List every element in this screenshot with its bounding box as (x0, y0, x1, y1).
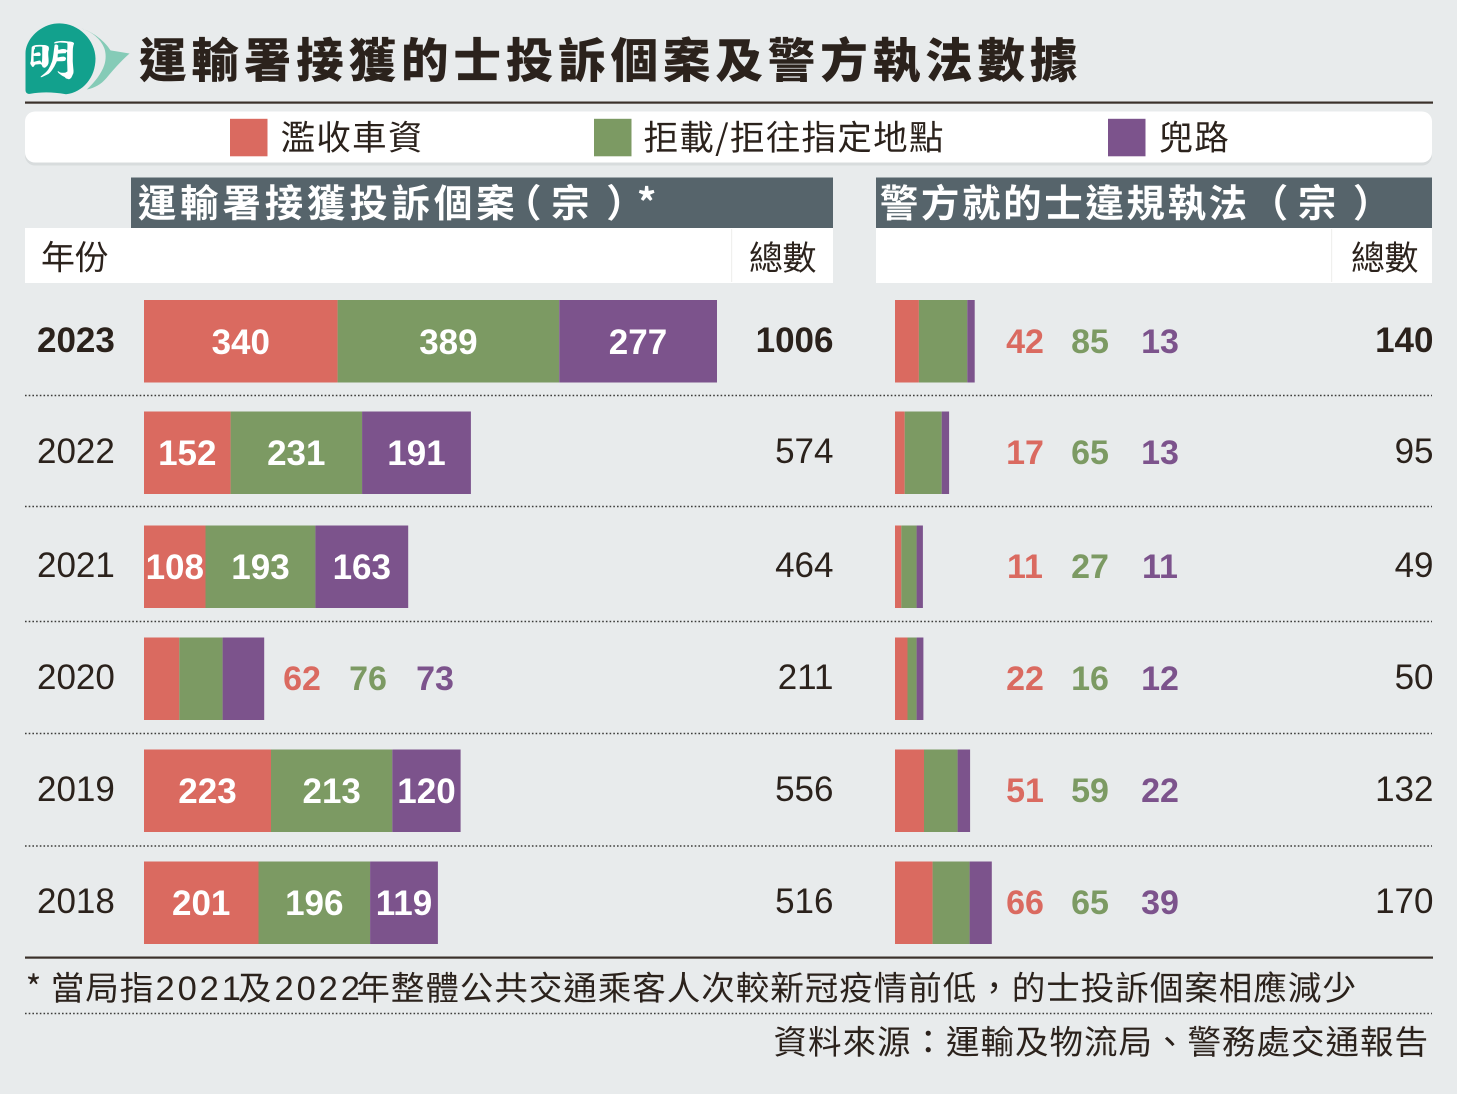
svg-text:163: 163 (333, 548, 391, 587)
svg-text:49: 49 (1395, 546, 1434, 585)
svg-text:2018: 2018 (37, 882, 115, 921)
svg-text:211: 211 (778, 658, 834, 697)
svg-text:120: 120 (397, 772, 455, 811)
svg-text:277: 277 (609, 323, 667, 362)
svg-text:62: 62 (283, 660, 321, 698)
svg-text:39: 39 (1141, 884, 1179, 922)
svg-text:464: 464 (775, 546, 833, 585)
svg-text:2022: 2022 (37, 432, 115, 471)
svg-text:574: 574 (775, 432, 833, 471)
svg-text:66: 66 (1006, 884, 1044, 922)
svg-text:389: 389 (419, 323, 477, 362)
svg-text:17: 17 (1006, 434, 1044, 472)
svg-text:73: 73 (416, 660, 454, 698)
svg-text:201: 201 (172, 884, 230, 923)
svg-text:132: 132 (1375, 770, 1433, 809)
svg-text:22: 22 (1141, 772, 1179, 810)
svg-text:516: 516 (775, 882, 833, 921)
svg-text:65: 65 (1071, 434, 1109, 472)
svg-text:13: 13 (1141, 323, 1179, 361)
svg-text:556: 556 (775, 770, 833, 809)
svg-text:2023: 2023 (37, 321, 115, 360)
svg-text:340: 340 (212, 323, 270, 362)
svg-text:2021: 2021 (37, 546, 115, 585)
svg-text:140: 140 (1375, 321, 1433, 360)
svg-text:85: 85 (1071, 323, 1109, 361)
svg-text:152: 152 (158, 434, 216, 473)
svg-text:16: 16 (1071, 660, 1109, 698)
svg-text:191: 191 (387, 434, 445, 473)
svg-text:196: 196 (285, 884, 343, 923)
svg-text:76: 76 (349, 660, 387, 698)
svg-text:51: 51 (1006, 772, 1044, 810)
svg-text:11: 11 (1007, 548, 1043, 586)
svg-text:27: 27 (1071, 548, 1109, 586)
svg-text:119: 119 (376, 884, 432, 923)
svg-text:108: 108 (146, 548, 204, 587)
svg-text:2019: 2019 (37, 770, 115, 809)
svg-text:65: 65 (1071, 884, 1109, 922)
svg-text:231: 231 (267, 434, 325, 473)
svg-text:11: 11 (1142, 548, 1178, 586)
svg-text:42: 42 (1006, 323, 1044, 361)
svg-text:213: 213 (302, 772, 360, 811)
svg-text:2020: 2020 (37, 658, 115, 697)
svg-text:2021: 2021 (156, 970, 244, 1008)
svg-text:223: 223 (178, 772, 236, 811)
svg-text:13: 13 (1141, 434, 1179, 472)
svg-text:95: 95 (1395, 432, 1434, 471)
svg-text:22: 22 (1006, 660, 1044, 698)
svg-text:193: 193 (231, 548, 289, 587)
svg-text:2022: 2022 (275, 970, 363, 1008)
svg-text:50: 50 (1395, 658, 1434, 697)
svg-text:170: 170 (1375, 882, 1433, 921)
svg-text:1006: 1006 (756, 321, 834, 360)
svg-text:12: 12 (1141, 660, 1179, 698)
svg-text:59: 59 (1071, 772, 1109, 810)
